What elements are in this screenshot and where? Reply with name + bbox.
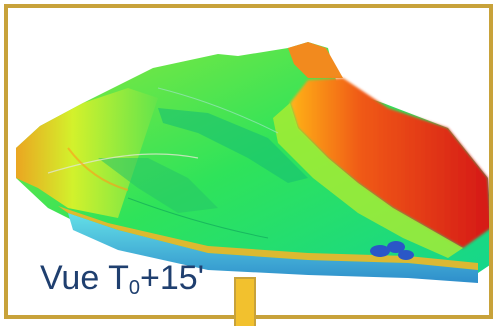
terrain-landmass (16, 42, 489, 283)
caption-prefix: Vue T (40, 259, 129, 297)
lake-blob (370, 241, 414, 260)
image-frame: Vue T0+15' (4, 4, 493, 319)
terrain-map-image (16, 42, 489, 283)
caption-suffix: +15' (139, 259, 205, 297)
down-arrow-icon (234, 277, 256, 326)
caption-subscript: 0 (128, 277, 140, 299)
time-caption: Vue T0+15' (40, 261, 204, 298)
